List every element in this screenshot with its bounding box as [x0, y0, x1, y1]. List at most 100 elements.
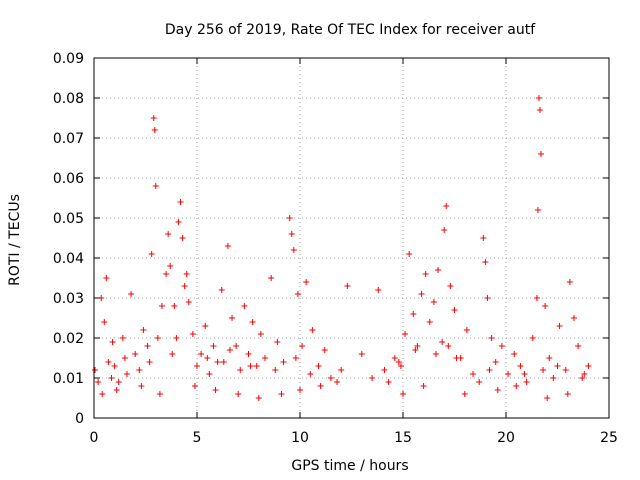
data-point	[470, 371, 477, 377]
data-point	[534, 207, 541, 213]
data-point	[247, 363, 254, 369]
x-axis-label: GPS time / hours	[291, 458, 408, 474]
y-tick-label: 0.09	[53, 51, 84, 67]
data-point	[412, 347, 419, 353]
data-point	[249, 319, 256, 325]
data-point	[189, 331, 196, 337]
data-point	[443, 203, 450, 209]
data-point	[562, 367, 569, 373]
y-tick-label: 0.06	[53, 171, 84, 187]
data-point	[529, 335, 536, 341]
x-tick-label: 5	[193, 430, 202, 446]
data-point	[132, 351, 139, 357]
data-point	[297, 387, 303, 393]
y-tick-label: 0.02	[53, 331, 84, 347]
data-point	[113, 387, 120, 393]
data-point	[226, 347, 233, 353]
data-point	[476, 379, 483, 385]
x-tick-label: 0	[90, 430, 99, 446]
data-point	[494, 387, 501, 393]
data-point	[175, 219, 182, 225]
data-point	[445, 343, 452, 349]
data-point	[480, 235, 487, 241]
data-point	[511, 351, 518, 357]
data-point	[214, 359, 221, 365]
data-point	[538, 151, 545, 157]
data-point	[334, 379, 341, 385]
data-point	[554, 363, 561, 369]
y-tick-label: 0.01	[53, 371, 84, 387]
data-point	[206, 371, 213, 377]
data-point	[272, 367, 279, 373]
data-point	[204, 355, 211, 361]
data-point	[338, 367, 345, 373]
data-point	[173, 335, 180, 341]
data-point	[566, 279, 573, 285]
data-point	[119, 335, 126, 341]
data-point	[103, 275, 110, 281]
data-point	[241, 303, 248, 309]
data-point	[307, 371, 314, 377]
data-point	[498, 343, 505, 349]
data-point	[535, 95, 542, 101]
data-point	[237, 367, 244, 373]
data-point	[523, 379, 530, 385]
data-point	[451, 307, 458, 313]
data-point	[292, 355, 299, 361]
data-point	[290, 247, 297, 253]
data-point	[391, 355, 398, 361]
data-point	[158, 303, 165, 309]
data-point	[95, 379, 102, 385]
data-point	[268, 275, 275, 281]
y-tick-label: 0.05	[53, 211, 84, 227]
data-point	[154, 335, 161, 341]
data-point	[99, 391, 106, 397]
data-point	[315, 363, 322, 369]
data-point	[109, 339, 116, 345]
data-point	[533, 295, 540, 301]
data-point	[521, 371, 528, 377]
data-point	[299, 343, 306, 349]
data-point	[344, 283, 351, 289]
data-point	[245, 351, 252, 357]
data-point	[317, 383, 324, 389]
data-point	[400, 391, 406, 397]
data-point	[183, 271, 190, 277]
data-point	[321, 347, 328, 353]
data-point	[169, 351, 176, 357]
data-point	[579, 375, 586, 381]
data-point	[253, 363, 260, 369]
x-tick-label: 20	[497, 430, 515, 446]
data-point	[540, 367, 547, 373]
data-point	[191, 383, 198, 389]
data-point	[447, 283, 454, 289]
data-point	[486, 367, 493, 373]
data-point	[177, 199, 184, 205]
data-point	[432, 351, 439, 357]
data-point	[229, 315, 236, 321]
data-point	[136, 367, 143, 373]
data-point	[430, 299, 437, 305]
data-point	[165, 231, 172, 237]
data-point	[288, 231, 295, 237]
data-point	[402, 331, 409, 337]
data-point	[327, 375, 334, 381]
data-point	[108, 375, 115, 381]
y-tick-label: 0.03	[53, 291, 84, 307]
data-point	[167, 263, 174, 269]
data-point	[369, 375, 376, 381]
data-point	[439, 339, 446, 345]
data-point	[235, 391, 242, 397]
data-point	[202, 323, 209, 329]
data-point	[151, 127, 158, 133]
data-point	[426, 319, 433, 325]
data-point	[92, 367, 99, 373]
data-point	[585, 363, 592, 369]
data-point	[140, 327, 147, 333]
data-point	[581, 371, 588, 377]
data-point	[544, 395, 551, 401]
data-point	[233, 343, 240, 349]
data-point	[461, 391, 468, 397]
data-point	[105, 359, 112, 365]
y-tick-label: 0	[75, 411, 84, 427]
